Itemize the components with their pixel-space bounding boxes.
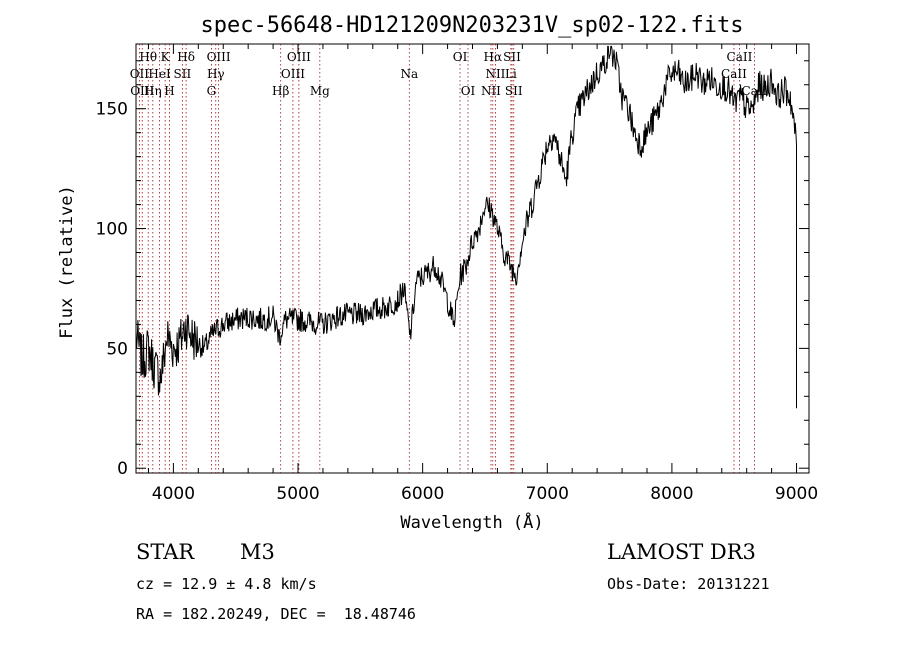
line-markers bbox=[138, 44, 755, 473]
line-marker-label: OIII bbox=[207, 50, 231, 64]
x-tick-label: 9000 bbox=[775, 484, 818, 504]
y-tick-label: 0 bbox=[117, 459, 128, 479]
line-marker-label: Hγ bbox=[207, 67, 225, 81]
redshift-cz: cz = 12.9 ± 4.8 km/s bbox=[136, 575, 317, 593]
line-marker-label: OI bbox=[453, 50, 468, 64]
line-marker-label: NII bbox=[485, 67, 505, 81]
x-tick-label: 5000 bbox=[276, 484, 319, 504]
spectrum-series-line bbox=[135, 45, 797, 409]
survey-name: LAMOST DR3 bbox=[607, 540, 756, 564]
chart-title: spec-56648-HD121209N203231V_sp02-122.fit… bbox=[200, 13, 743, 38]
object-subclass: M3 bbox=[240, 540, 275, 564]
y-axis-ticks: 0 50 100 150 bbox=[96, 60, 809, 479]
x-tick-label: 8000 bbox=[650, 484, 693, 504]
plot-frame bbox=[135, 43, 810, 474]
coordinates: RA = 182.20249, DEC = 18.48746 bbox=[136, 605, 416, 623]
observation-date: Obs-Date: 20131221 bbox=[607, 575, 770, 593]
line-marker-label: OIII bbox=[281, 67, 305, 81]
line-marker-label: NII bbox=[481, 84, 501, 98]
line-marker-label: OII bbox=[130, 67, 150, 81]
x-axis-label: Wavelength (Å) bbox=[400, 511, 543, 533]
line-marker-label: Mg bbox=[310, 84, 330, 98]
line-marker-label: Hα bbox=[484, 50, 503, 64]
x-axis-ticks: 4000 5000 6000 7000 8000 9000 bbox=[147, 44, 818, 504]
line-marker-label: K bbox=[161, 50, 171, 64]
line-marker-label: H bbox=[164, 84, 174, 98]
y-tick-label: 150 bbox=[96, 100, 128, 120]
line-marker-label: CaII bbox=[727, 50, 753, 64]
line-marker-label: Hθ bbox=[139, 50, 157, 64]
x-tick-label: 7000 bbox=[526, 484, 569, 504]
line-marker-label: CaII bbox=[721, 67, 747, 81]
line-marker-label: Li bbox=[505, 67, 517, 81]
x-tick-label: 4000 bbox=[152, 484, 195, 504]
line-marker-label: SII bbox=[174, 67, 192, 81]
line-marker-label: Hη bbox=[144, 84, 162, 98]
y-tick-label: 50 bbox=[106, 339, 128, 359]
line-marker-label: SII bbox=[505, 84, 523, 98]
line-marker-label: OIII bbox=[130, 84, 154, 98]
line-marker-label: SII bbox=[503, 50, 521, 64]
line-marker-label: OIII bbox=[287, 50, 311, 64]
line-marker-label: HeI bbox=[148, 67, 171, 81]
object-class: STAR bbox=[136, 540, 195, 564]
y-tick-label: 100 bbox=[96, 220, 128, 240]
x-tick-label: 6000 bbox=[401, 484, 444, 504]
line-marker-label: Na bbox=[400, 67, 418, 81]
line-marker-label: OI bbox=[461, 84, 476, 98]
line-marker-label: G bbox=[207, 84, 217, 98]
y-axis-label: Flux (relative) bbox=[57, 185, 77, 339]
line-marker-label: Hβ bbox=[272, 84, 289, 98]
line-marker-label: Hδ bbox=[177, 50, 195, 64]
